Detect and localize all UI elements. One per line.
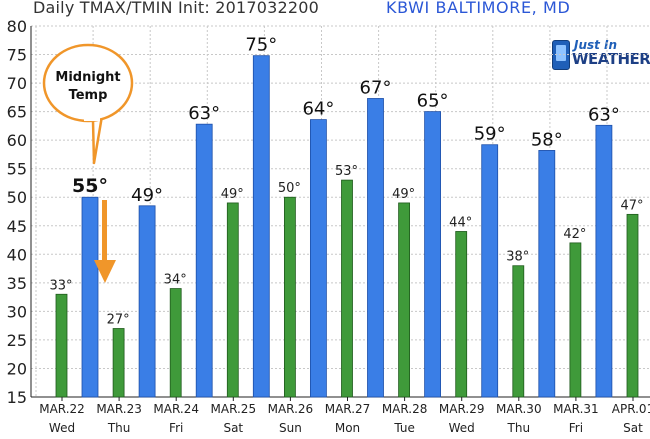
tmin-bar [226, 202, 239, 398]
tmax-label: 64° [302, 99, 334, 120]
x-tick-label: MAR.24 [153, 402, 199, 416]
tmax-bar [481, 144, 499, 398]
tmax-bar [81, 196, 99, 398]
tmin-bar [569, 242, 582, 398]
x-day-label: Thu [507, 421, 531, 435]
callout-text-line-1: Midnight [55, 70, 120, 85]
tmin-label: 53° [335, 164, 358, 179]
x-tick-label: MAR.25 [211, 402, 257, 416]
tmin-label: 47° [620, 198, 643, 213]
x-tick-label: APR.01 [612, 402, 650, 416]
tmin-bar [55, 293, 68, 398]
x-tick-label: MAR.28 [382, 402, 428, 416]
x-tick-label: MAR.27 [325, 402, 371, 416]
x-day-label: Sat [623, 421, 643, 435]
x-day-label: Fri [569, 421, 583, 435]
tmax-label: 63° [188, 103, 220, 124]
x-day-label: Wed [449, 421, 475, 435]
x-tick-label: MAR.23 [96, 402, 142, 416]
arrow-down-icon [94, 260, 116, 283]
y-tick-label: 40 [7, 245, 27, 264]
tmax-bar [252, 55, 270, 398]
callout-text-line-2: Temp [69, 88, 108, 103]
x-tick-label: MAR.30 [496, 402, 542, 416]
tmax-bar [309, 119, 327, 398]
tmax-label: 75° [245, 35, 277, 56]
chart-title: Daily TMAX/TMIN Init: 2017032200 [33, 0, 320, 17]
x-day-label: Sun [279, 421, 302, 435]
y-tick-label: 60 [7, 131, 27, 150]
tmin-bar [626, 213, 639, 398]
tmin-bar [112, 328, 125, 398]
tmin-bar [169, 288, 182, 398]
tmax-label: 63° [588, 104, 620, 125]
y-tick-label: 65 [7, 103, 27, 122]
y-tick-label: 15 [7, 388, 27, 407]
x-day-label: Fri [169, 421, 183, 435]
callout-join [84, 113, 100, 121]
tmax-label: 55° [72, 175, 108, 197]
arrow-shaft [102, 200, 107, 262]
station-title: KBWI BALTIMORE, MD [386, 0, 571, 17]
y-tick-label: 35 [7, 274, 27, 293]
y-tick-label: 70 [7, 74, 27, 93]
tmin-bar [398, 202, 411, 398]
callout-pointer [91, 115, 104, 165]
tmin-label: 42° [563, 227, 586, 242]
tmax-bar [195, 123, 213, 398]
x-day-label: Tue [393, 421, 415, 435]
tmax-label: 67° [360, 77, 392, 98]
y-tick-label: 75 [7, 46, 27, 65]
tmin-bar [283, 196, 296, 398]
tmax-bar [595, 124, 613, 398]
tmin-bar [455, 231, 468, 398]
tmin-label: 49° [221, 187, 244, 202]
tmin-label: 44° [449, 215, 472, 230]
y-tick-label: 55 [7, 160, 27, 179]
tmin-label: 27° [107, 313, 130, 328]
x-day-label: Mon [335, 421, 360, 435]
x-tick-label: MAR.31 [553, 402, 599, 416]
tmax-bar [138, 205, 156, 398]
tmin-label: 38° [506, 250, 529, 265]
tmin-label: 33° [49, 278, 72, 293]
x-tick-label: MAR.26 [268, 402, 314, 416]
tmin-label: 49° [392, 187, 415, 202]
tmin-label: 34° [164, 273, 187, 288]
logo-line-1: Just In [574, 38, 618, 52]
x-tick-label: MAR.29 [439, 402, 485, 416]
tmax-label: 65° [417, 91, 449, 112]
y-tick-label: 80 [7, 17, 27, 36]
tmax-bar [538, 150, 556, 398]
y-tick-label: 50 [7, 188, 27, 207]
tmax-bar [367, 98, 384, 398]
x-day-label: Thu [107, 421, 131, 435]
y-tick-label: 20 [7, 359, 27, 378]
y-tick-label: 30 [7, 302, 27, 321]
x-tick-label: MAR.22 [39, 402, 85, 416]
x-day-label: Wed [49, 421, 75, 435]
x-day-label: Sat [223, 421, 243, 435]
tmin-label: 50° [278, 181, 301, 196]
tmax-bar [424, 111, 442, 398]
y-tick-label: 45 [7, 217, 27, 236]
tmin-bar [341, 179, 353, 398]
tmax-label: 58° [531, 129, 563, 150]
tmax-label: 49° [131, 185, 163, 206]
tmin-bar [512, 265, 525, 398]
tmax-label: 59° [474, 124, 506, 145]
y-tick-label: 25 [7, 331, 27, 350]
